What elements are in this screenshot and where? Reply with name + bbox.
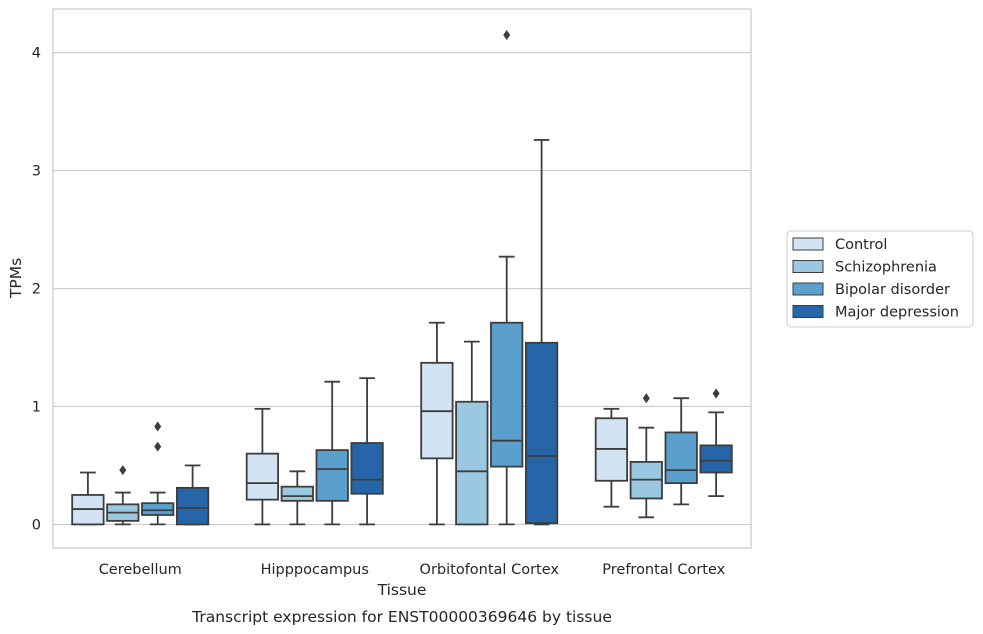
box-group xyxy=(420,321,454,526)
legend-swatch xyxy=(792,305,824,318)
box-group xyxy=(629,393,663,519)
box-group xyxy=(141,421,175,526)
y-tick-label: 2 xyxy=(32,282,41,298)
box-group xyxy=(594,407,629,508)
outlier-point xyxy=(119,465,127,476)
box-group xyxy=(455,340,489,526)
y-tick-label: 3 xyxy=(32,164,41,180)
legend-item: Schizophrenia xyxy=(792,260,937,276)
x-tick-label: Cerebellum xyxy=(99,562,182,578)
x-tick-labels: Cerebellum Hipppocampus Orbitofontal Corte… xyxy=(99,562,726,578)
legend-frame xyxy=(786,230,974,328)
outlier-point xyxy=(154,421,162,432)
legend-swatch xyxy=(792,260,824,273)
legend-label: Control xyxy=(835,237,887,253)
y-tick-label: 4 xyxy=(32,46,41,62)
y-tick-label: 0 xyxy=(32,517,41,533)
box-group xyxy=(664,397,698,506)
box-iqr xyxy=(141,502,175,516)
box-iqr xyxy=(315,449,349,502)
plot-background xyxy=(53,9,751,548)
chart-title: Transcript expression for ENST0000036964… xyxy=(191,608,612,626)
box-iqr xyxy=(699,444,733,474)
x-tick-label: Prefrontal Cortex xyxy=(602,562,725,578)
legend-item: Major depression xyxy=(792,305,959,321)
box-group xyxy=(350,377,384,526)
box-group xyxy=(315,380,349,526)
gridlines xyxy=(53,52,751,525)
outlier-point xyxy=(503,29,511,40)
box-group xyxy=(106,465,140,526)
legend-item: Control xyxy=(792,237,887,253)
legend-item: Bipolar disorder xyxy=(792,282,950,298)
box-iqr xyxy=(455,400,489,526)
box-group xyxy=(490,29,524,526)
legend-label: Major depression xyxy=(835,305,959,321)
outlier-point xyxy=(642,393,650,404)
legend-label: Schizophrenia xyxy=(835,260,937,276)
legend-label: Bipolar disorder xyxy=(835,282,950,298)
x-tick-label: Hipppocampus xyxy=(261,562,369,578)
outlier-point xyxy=(154,441,162,452)
outlier-point xyxy=(712,388,720,399)
x-axis-label: Tissue xyxy=(377,581,427,599)
box-iqr xyxy=(350,442,384,495)
box-group xyxy=(280,470,314,526)
legend-swatch xyxy=(792,282,824,296)
legend: Control Schizophrenia Bipolar disorder Majo… xyxy=(786,230,974,328)
box-group xyxy=(175,464,210,526)
box-iqr xyxy=(245,452,280,501)
y-tick-labels: 0 1 2 3 4 xyxy=(32,46,41,534)
box-iqr xyxy=(664,431,698,485)
box-iqr xyxy=(490,321,524,468)
box-group xyxy=(699,388,733,498)
plot-frame xyxy=(52,8,752,549)
box-plots xyxy=(71,29,733,526)
box-iqr xyxy=(175,486,210,526)
legend-swatch xyxy=(792,237,824,251)
x-tick-label: Orbitofontal Cortex xyxy=(420,562,560,578)
box-group xyxy=(71,471,105,526)
box-group xyxy=(524,139,559,526)
box-group xyxy=(245,407,280,526)
box-iqr xyxy=(524,341,559,525)
y-tick-label: 1 xyxy=(32,399,41,415)
y-axis-label: TPMs xyxy=(7,258,25,299)
box-iqr xyxy=(280,485,314,502)
